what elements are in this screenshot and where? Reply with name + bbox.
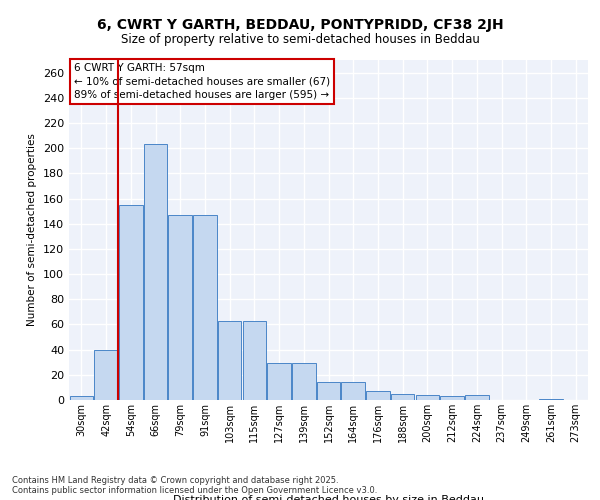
Bar — [242, 320, 266, 400]
Bar — [169, 215, 192, 400]
Y-axis label: Number of semi-detached properties: Number of semi-detached properties — [28, 134, 37, 326]
Bar — [440, 396, 464, 400]
X-axis label: Distribution of semi-detached houses by size in Beddau: Distribution of semi-detached houses by … — [173, 495, 484, 500]
Bar — [341, 382, 365, 400]
Bar — [416, 395, 439, 400]
Text: 6, CWRT Y GARTH, BEDDAU, PONTYPRIDD, CF38 2JH: 6, CWRT Y GARTH, BEDDAU, PONTYPRIDD, CF3… — [97, 18, 503, 32]
Bar — [94, 350, 118, 400]
Bar — [193, 215, 217, 400]
Bar — [119, 205, 143, 400]
Text: Size of property relative to semi-detached houses in Beddau: Size of property relative to semi-detach… — [121, 32, 479, 46]
Bar — [144, 144, 167, 400]
Bar — [366, 391, 389, 400]
Bar — [268, 364, 291, 400]
Bar — [539, 398, 563, 400]
Text: 6 CWRT Y GARTH: 57sqm
← 10% of semi-detached houses are smaller (67)
89% of semi: 6 CWRT Y GARTH: 57sqm ← 10% of semi-deta… — [74, 64, 331, 100]
Bar — [465, 395, 488, 400]
Bar — [218, 320, 241, 400]
Bar — [70, 396, 93, 400]
Bar — [292, 364, 316, 400]
Text: Contains HM Land Registry data © Crown copyright and database right 2025.
Contai: Contains HM Land Registry data © Crown c… — [12, 476, 377, 495]
Bar — [317, 382, 340, 400]
Bar — [391, 394, 415, 400]
